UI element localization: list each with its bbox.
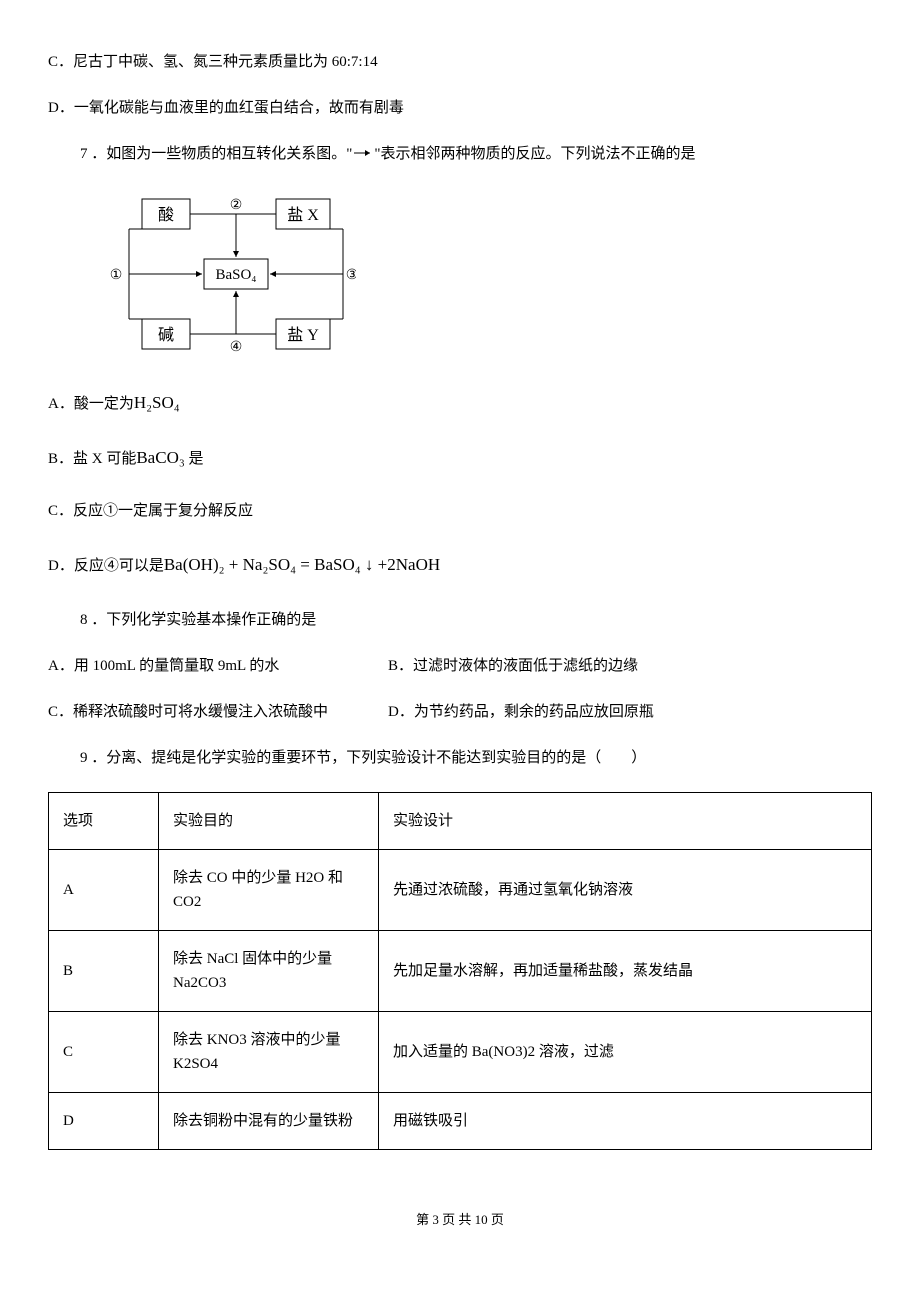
- option-d-text: D．一氧化碳能与血液里的血红蛋白结合，故而有剧毒: [48, 96, 872, 120]
- q8-stem: 8 ．下列化学实验基本操作正确的是: [48, 608, 872, 632]
- cell: 除去 NaCl 固体中的少量 Na2CO3: [159, 931, 379, 1012]
- q7-stem-b: "表示相邻两种物质的反应。下列说法不正确的是: [374, 146, 695, 162]
- q7a-formula: H₂SO₄: [134, 393, 180, 412]
- label-bottom: ④: [230, 340, 243, 355]
- q7a-prefix: A．酸一定为: [48, 396, 134, 412]
- q7-option-d: D．反应④可以是Ba(OH)₂ + Na₂SO₄ = BaSO₄ ↓ +2NaO…: [48, 551, 872, 578]
- cell: 先通过浓硫酸，再通过氢氧化钠溶液: [379, 850, 872, 931]
- table-row: D 除去铜粉中混有的少量铁粉 用磁铁吸引: [49, 1093, 872, 1150]
- box-center-label: BaSO₄: [215, 267, 256, 283]
- table-header-row: 选项 实验目的 实验设计: [49, 793, 872, 850]
- q7-diagram: 酸 盐 X BaSO₄ 碱 盐 Y ② ① ③ ④: [96, 189, 356, 367]
- label-top: ②: [230, 198, 243, 213]
- q7-option-b: B．盐 X 可能BaCO₃ 是: [48, 444, 872, 471]
- page-footer: 第 3 页 共 10 页: [48, 1210, 872, 1231]
- q7d-prefix: D．反应④可以是: [48, 558, 164, 574]
- q7-option-c: C．反应①一定属于复分解反应: [48, 499, 872, 523]
- cell: A: [49, 850, 159, 931]
- box-salty-label: 盐 Y: [287, 326, 319, 344]
- cell: 除去铜粉中混有的少量铁粉: [159, 1093, 379, 1150]
- q7d-formula: Ba(OH)₂ + Na₂SO₄ = BaSO₄ ↓ +2NaOH: [164, 555, 440, 574]
- th-design: 实验设计: [379, 793, 872, 850]
- th-option: 选项: [49, 793, 159, 850]
- q8-row1: A．用 100mL 的量筒量取 9mL 的水 B．过滤时液体的液面低于滤纸的边缘: [48, 654, 872, 678]
- table-row: A 除去 CO 中的少量 H2O 和 CO2 先通过浓硫酸，再通过氢氧化钠溶液: [49, 850, 872, 931]
- q8-option-a: A．用 100mL 的量筒量取 9mL 的水: [48, 654, 388, 678]
- box-acid-label: 酸: [158, 206, 174, 224]
- box-saltx-label: 盐 X: [287, 206, 319, 224]
- q8-option-d: D．为节约药品，剩余的药品应放回原瓶: [388, 700, 654, 724]
- q8-row2: C．稀释浓硫酸时可将水缓慢注入浓硫酸中 D．为节约药品，剩余的药品应放回原瓶: [48, 700, 872, 724]
- label-left: ①: [110, 268, 123, 283]
- table-row: C 除去 KNO3 溶液中的少量 K2SO4 加入适量的 Ba(NO3)2 溶液…: [49, 1012, 872, 1093]
- cell: 加入适量的 Ba(NO3)2 溶液，过滤: [379, 1012, 872, 1093]
- cell: B: [49, 931, 159, 1012]
- label-right: ③: [346, 268, 356, 283]
- q7-stem: 7 ．如图为一些物质的相互转化关系图。" "表示相邻两种物质的反应。下列说法不正确…: [48, 142, 872, 167]
- cell: 除去 CO 中的少量 H2O 和 CO2: [159, 850, 379, 931]
- table-row: B 除去 NaCl 固体中的少量 Na2CO3 先加足量水溶解，再加适量稀盐酸，…: [49, 931, 872, 1012]
- q8-option-b: B．过滤时液体的液面低于滤纸的边缘: [388, 654, 638, 678]
- cell: C: [49, 1012, 159, 1093]
- q9-stem: 9 ．分离、提纯是化学实验的重要环节，下列实验设计不能达到实验目的的是（ ）: [48, 746, 872, 770]
- q7-option-a: A．酸一定为H₂SO₄: [48, 389, 872, 416]
- q9-table: 选项 实验目的 实验设计 A 除去 CO 中的少量 H2O 和 CO2 先通过浓…: [48, 792, 872, 1150]
- box-base-label: 碱: [158, 326, 174, 344]
- arrow-icon: [352, 143, 374, 167]
- q7-stem-a: 7 ．如图为一些物质的相互转化关系图。": [80, 146, 352, 162]
- cell: D: [49, 1093, 159, 1150]
- q7b-formula: BaCO₃: [136, 448, 184, 467]
- q7b-prefix: B．盐 X 可能: [48, 451, 136, 467]
- cell: 先加足量水溶解，再加适量稀盐酸，蒸发结晶: [379, 931, 872, 1012]
- cell: 用磁铁吸引: [379, 1093, 872, 1150]
- option-c-text: C．尼古丁中碳、氢、氮三种元素质量比为 60:7:14: [48, 50, 872, 74]
- th-purpose: 实验目的: [159, 793, 379, 850]
- q8-option-c: C．稀释浓硫酸时可将水缓慢注入浓硫酸中: [48, 700, 388, 724]
- cell: 除去 KNO3 溶液中的少量 K2SO4: [159, 1012, 379, 1093]
- q7b-suffix: 是: [185, 451, 204, 467]
